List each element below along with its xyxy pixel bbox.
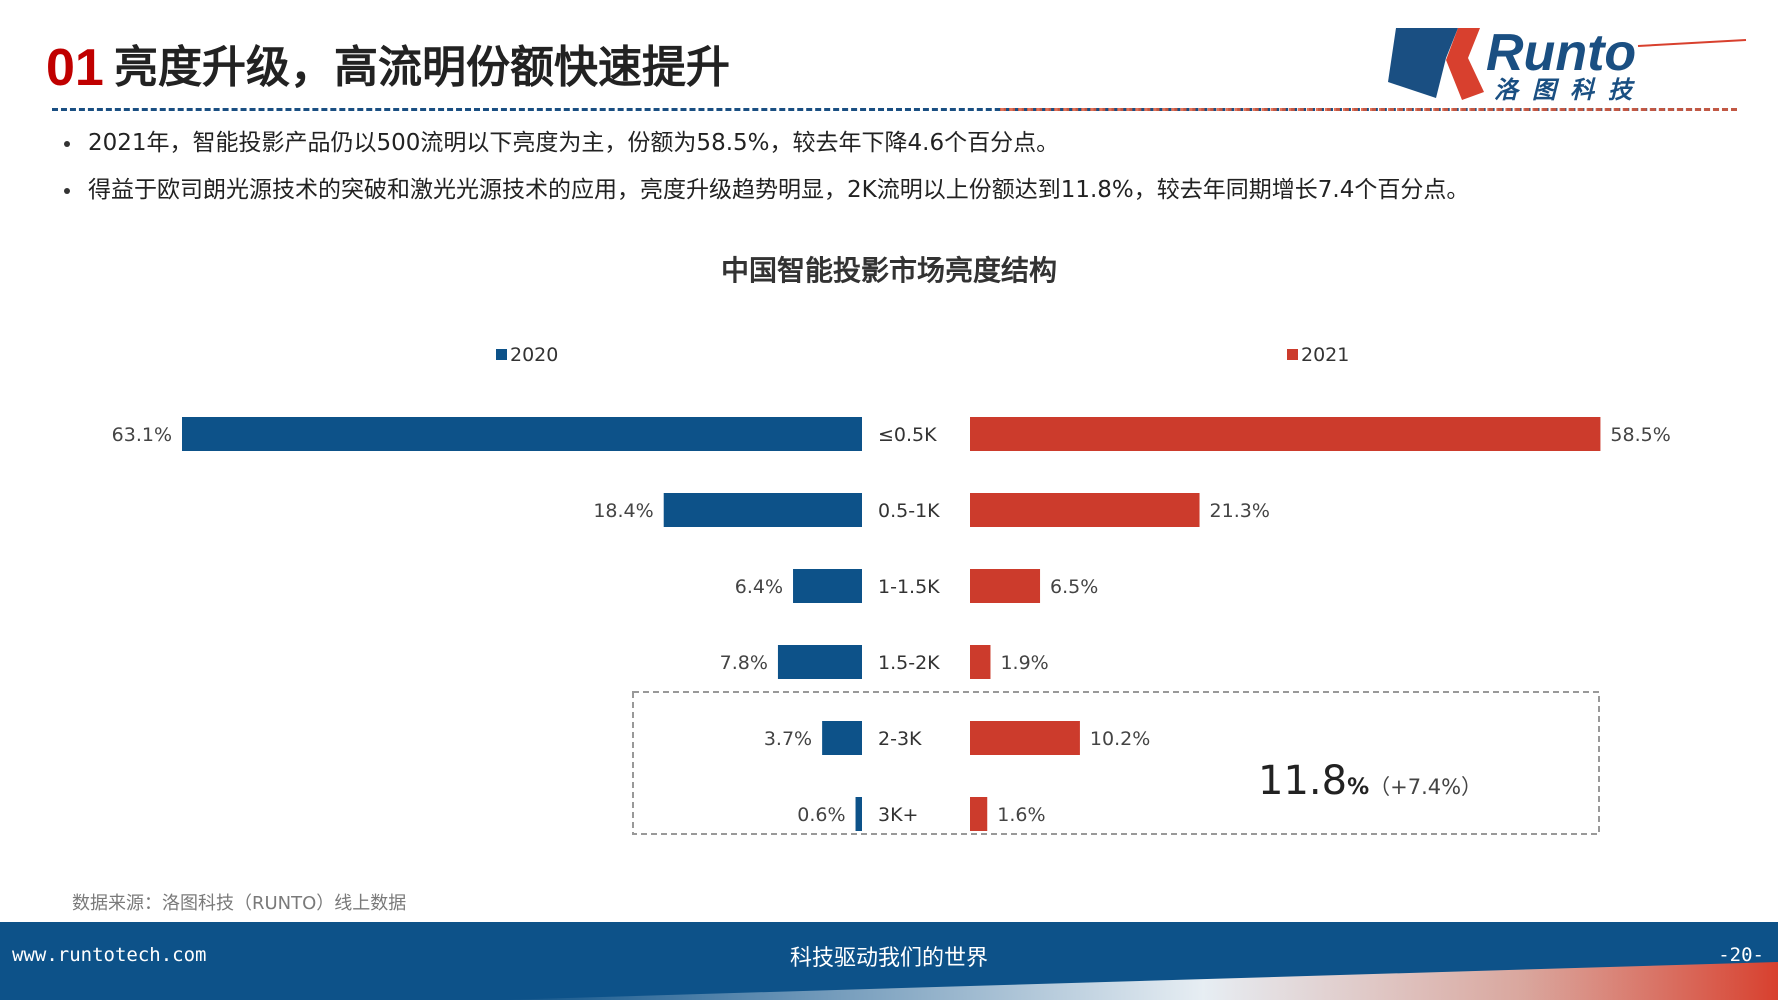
bullet-item: 得益于欧司朗光源技术的突破和激光光源技术的应用，亮度升级趋势明显，2K流明以上份…	[62, 175, 1752, 205]
legend-label: 2020	[510, 344, 558, 366]
data-label-2021: 10.2%	[1090, 728, 1150, 750]
data-label-2020: 7.8%	[720, 652, 768, 674]
data-label-2021: 58.5%	[1610, 424, 1670, 446]
category-label: 2-3K	[878, 728, 922, 750]
section-number: 01	[46, 39, 104, 97]
data-label-2020: 0.6%	[797, 804, 845, 826]
title-divider-accent	[1000, 108, 1737, 111]
footer-bar: www.runtotech.com 科技驱动我们的世界 -20-	[0, 922, 1778, 1000]
data-label-2020: 3.7%	[764, 728, 812, 750]
chart-title: 中国智能投影市场亮度结构	[721, 254, 1057, 287]
logo-subtext: 洛图科技	[1494, 76, 1646, 104]
category-label: 1-1.5K	[878, 576, 940, 598]
data-label-2020: 63.1%	[112, 424, 172, 446]
bar-2020	[777, 645, 862, 679]
footer-slogan: 科技驱动我们的世界	[789, 946, 988, 971]
data-label-2021: 1.6%	[997, 804, 1045, 826]
footer-url[interactable]: www.runtotech.com	[12, 944, 207, 966]
runto-logo: Runto 洛图科技	[1388, 24, 1747, 104]
bullet-list: 2021年，智能投影产品仍以500流明以下亮度为主，份额为58.5%，较去年下降…	[62, 128, 1752, 222]
highlight-callout: 11.8%（+7.4%）	[1258, 758, 1482, 804]
bar-2020	[182, 417, 862, 451]
logo-swoosh	[1637, 39, 1747, 47]
data-label-2021: 6.5%	[1050, 576, 1098, 598]
category-label: ≤0.5K	[878, 424, 937, 446]
legend-label: 2021	[1301, 344, 1349, 366]
bar-2020	[663, 493, 862, 527]
title-divider	[52, 108, 1737, 111]
bar-2021	[970, 417, 1601, 451]
highlight-unit: %	[1347, 775, 1369, 800]
bar-2021	[970, 645, 991, 679]
highlight-box	[632, 691, 1600, 835]
highlight-delta: （+7.4%）	[1369, 775, 1482, 799]
data-source: 数据来源：洛图科技（RUNTO）线上数据	[72, 893, 407, 914]
bar-2021	[970, 493, 1200, 527]
page-title: 亮度升级，高流明份额快速提升	[114, 42, 730, 93]
category-label: 0.5-1K	[878, 500, 940, 522]
logo-mark-red	[1446, 28, 1484, 100]
highlight-value: 11.8	[1258, 758, 1347, 804]
data-label-2020: 18.4%	[593, 500, 653, 522]
bullet-item: 2021年，智能投影产品仍以500流明以下亮度为主，份额为58.5%，较去年下降…	[62, 128, 1752, 158]
page-number: -20-	[1718, 944, 1764, 966]
brightness-structure-chart: 中国智能投影市场亮度结构 2020 2021 63.1% 58.5% ≤0.5K 18.4%…	[112, 254, 1671, 835]
legend-swatch	[496, 349, 507, 360]
logo-mark-blue	[1388, 28, 1458, 98]
bar-2021	[970, 569, 1041, 603]
data-label-2020: 6.4%	[735, 576, 783, 598]
bar-2020	[793, 569, 862, 603]
logo-wordmark: Runto	[1486, 24, 1636, 82]
category-label: 1.5-2K	[878, 652, 940, 674]
bar-2020	[822, 721, 862, 755]
bar-2021	[970, 797, 988, 831]
category-label: 3K+	[878, 804, 918, 826]
footer-background	[0, 922, 1778, 1000]
data-label-2021: 1.9%	[1000, 652, 1048, 674]
legend-swatch	[1287, 349, 1298, 360]
data-label-2021: 21.3%	[1210, 500, 1270, 522]
bar-2021	[970, 721, 1080, 755]
bar-2020	[855, 797, 862, 831]
